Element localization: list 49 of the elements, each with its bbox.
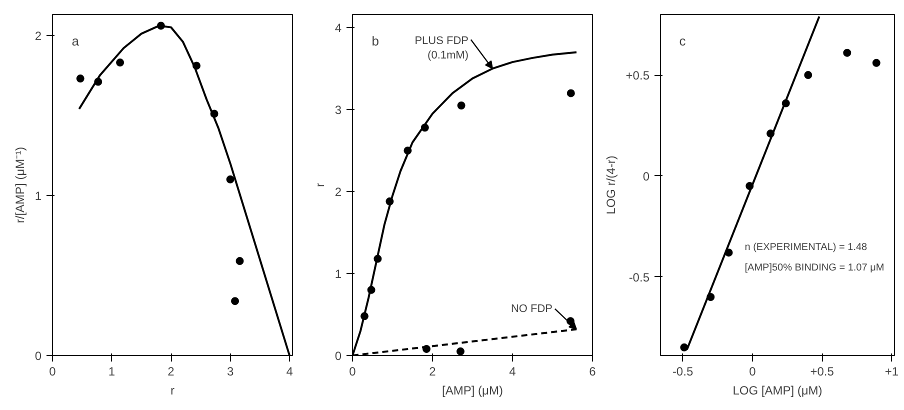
y-tick-label: -0.5 — [628, 270, 650, 284]
x-tick-label: +0.5 — [810, 364, 834, 378]
x-tick-label: 6 — [589, 364, 596, 378]
annotation: [AMP]50% BINDING = 1.07 μM — [744, 262, 884, 274]
y-axis-title: LOG r/(4-r) — [604, 156, 618, 214]
point — [566, 89, 575, 98]
y-tick-label: 1 — [34, 188, 42, 203]
y-tick-label: +0.5 — [626, 68, 650, 83]
text: c — [679, 34, 686, 49]
y-tick-label: 2 — [34, 28, 42, 43]
y-tick-label: 4 — [334, 21, 342, 36]
point — [872, 58, 880, 67]
point — [76, 74, 84, 83]
y-tick-label: 0 — [334, 349, 342, 363]
x-tick-label: 4 — [509, 364, 516, 378]
point — [236, 257, 244, 266]
x-tick-label: 0 — [749, 364, 756, 378]
series-label: NO FDP — [510, 302, 553, 315]
series-label: PLUS FDP (0.1mM) — [414, 34, 469, 62]
x-tick-label: 4 — [286, 364, 294, 378]
x-tick-label: 1 — [108, 364, 116, 378]
x-axis-title: r — [170, 384, 174, 398]
point — [457, 101, 466, 110]
y-axis-title: r — [312, 183, 327, 187]
y-tick-label: 0 — [34, 349, 42, 363]
y-tick-label: 1 — [334, 267, 342, 282]
text: b — [372, 34, 379, 49]
x-tick-label: 2 — [429, 364, 436, 378]
x-tick-label: 0 — [349, 364, 356, 378]
x-axis-title: LOG [AMP] (μM) — [732, 384, 822, 398]
point — [231, 297, 240, 306]
annotation: n (EXPERIMENTAL) = 1.48 — [744, 242, 868, 254]
point — [116, 58, 124, 67]
point — [804, 71, 812, 80]
point — [680, 343, 688, 352]
y-tick-label: 2 — [334, 185, 342, 200]
x-axis-title: [AMP] (μM) — [442, 384, 503, 398]
x-tick-label: -0.5 — [672, 364, 694, 378]
point — [843, 48, 852, 57]
x-tick-label: 2 — [168, 364, 175, 378]
y-tick-label: 3 — [334, 103, 342, 118]
y-tick-label: 0 — [642, 169, 650, 184]
y-axis-title: r/[AMP] (μM⁻¹) — [12, 146, 27, 224]
point — [456, 347, 464, 356]
x-tick-label: 0 — [49, 364, 56, 378]
text: a — [72, 34, 80, 49]
x-tick-label: +1 — [884, 364, 899, 378]
point — [226, 175, 234, 184]
x-tick-label: 3 — [226, 364, 234, 378]
